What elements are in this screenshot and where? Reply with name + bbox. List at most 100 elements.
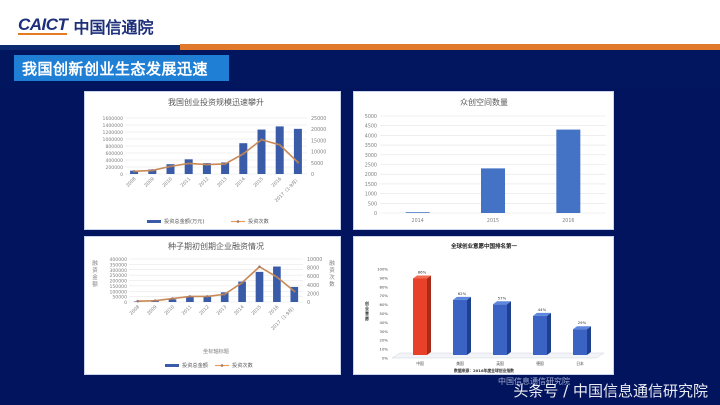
x-tick: 2008 xyxy=(125,176,138,189)
watermark: 头条号 / 中国信息通信研究院 xyxy=(513,382,708,400)
line-marker xyxy=(187,162,190,165)
x-tick: 2008 xyxy=(129,304,142,317)
line-series xyxy=(134,138,299,173)
y-tick: 40% xyxy=(380,320,389,325)
x-tick: 德国 xyxy=(536,361,544,366)
y-left-tick: 1200000 xyxy=(103,130,124,136)
bar xyxy=(166,164,175,174)
line-marker xyxy=(223,162,227,166)
bar-side xyxy=(507,301,511,355)
y-left-tick: 400000 xyxy=(105,158,123,164)
bar xyxy=(493,304,507,355)
line-marker xyxy=(293,289,296,293)
y-left-tick: 0 xyxy=(124,300,127,306)
line-marker xyxy=(188,295,192,298)
line-marker xyxy=(132,170,136,173)
value-label: 44% xyxy=(538,307,547,312)
y-tick: 70% xyxy=(380,293,389,298)
y-left-tick: 200000 xyxy=(109,279,127,285)
bar-side xyxy=(467,296,471,355)
bar xyxy=(220,292,229,302)
y-left-title: 额 xyxy=(92,280,98,288)
bar xyxy=(293,128,302,174)
y-tick: 10% xyxy=(380,347,389,352)
x-tick: 2013 xyxy=(216,304,229,317)
y-left-tick: 400000 xyxy=(109,257,127,263)
x-axis-title: 坐标轴标题 xyxy=(203,347,229,355)
line-marker xyxy=(223,292,226,296)
x-tick: 2014 xyxy=(234,176,247,189)
y-tick: 4000 xyxy=(365,133,377,139)
bar-top xyxy=(573,326,591,330)
y-left-tick: 0 xyxy=(120,172,123,178)
y-tick: 2500 xyxy=(365,163,377,169)
bar-top xyxy=(453,296,471,300)
x-tick: 2016 xyxy=(268,304,281,317)
x-tick: 日本 xyxy=(576,361,584,366)
y-axis-title: 业 xyxy=(365,305,369,311)
value-label: 57% xyxy=(498,295,507,300)
bar-side xyxy=(547,312,551,355)
y-left-tick: 150000 xyxy=(109,284,127,290)
line-marker xyxy=(151,169,154,172)
bar xyxy=(168,299,177,302)
line-marker xyxy=(169,165,172,168)
y-right-tick: 8000 xyxy=(307,266,319,272)
y-right-title: 数 xyxy=(329,280,335,288)
bar xyxy=(405,212,430,213)
y-right-tick: 25000 xyxy=(311,116,326,122)
y-tick: 1500 xyxy=(365,182,377,188)
line-marker xyxy=(278,143,281,147)
legend-label: 投资总金额 xyxy=(182,361,209,369)
legend-label: 投资总金额(万元) xyxy=(164,217,204,225)
x-tick: 2015 xyxy=(252,176,265,189)
bar xyxy=(453,299,467,355)
x-tick: 2010 xyxy=(163,304,176,317)
bar-top xyxy=(533,312,551,316)
bar-side xyxy=(587,326,591,355)
bar xyxy=(255,271,264,302)
y-left-tick: 600000 xyxy=(105,151,123,157)
chart-seed-financing: 种子期初创期企业融资情况0500001000001500002000002500… xyxy=(92,241,335,369)
line-marker xyxy=(206,295,209,298)
bar xyxy=(238,281,246,302)
chart-title: 全球创业意愿中国排名第一 xyxy=(450,242,518,250)
header-divider-orange xyxy=(180,44,720,50)
bar xyxy=(290,286,299,302)
chart-vc-investment: 我国创业投资规模迅速攀升0200000400000600000800000100… xyxy=(103,97,327,225)
x-tick: 2016 xyxy=(562,218,574,224)
logo-english: CAICT xyxy=(18,15,68,35)
y-left-tick: 1400000 xyxy=(103,123,124,129)
bar xyxy=(257,129,266,174)
bar xyxy=(275,126,284,174)
y-right-tick: 0 xyxy=(307,300,310,306)
y-tick: 500 xyxy=(368,201,377,207)
bar xyxy=(203,296,212,302)
y-tick: 1000 xyxy=(365,192,377,198)
y-axis-title: 创 xyxy=(364,300,369,306)
chart-panel-vc-investment: 我国创业投资规模迅速攀升 0 200000 400000 600000 800000 100… xyxy=(84,91,341,230)
line-marker xyxy=(296,161,300,164)
x-tick: 2013 xyxy=(216,176,229,189)
chart-floor xyxy=(391,352,605,359)
x-tick: 2014 xyxy=(233,304,246,317)
line-marker xyxy=(275,275,279,279)
x-tick: 2012 xyxy=(198,176,211,189)
y-tick: 90% xyxy=(380,275,389,280)
y-right-tick: 20000 xyxy=(311,127,326,133)
y-right-title: 次 xyxy=(329,273,335,281)
y-left-tick: 100000 xyxy=(109,289,127,295)
y-tick: 0 xyxy=(374,211,377,217)
bar xyxy=(239,143,248,174)
x-tick: 2015 xyxy=(250,304,263,317)
x-tick: 2011 xyxy=(180,176,193,189)
header-divider-dark xyxy=(0,45,190,51)
line-series xyxy=(137,265,295,302)
logo-chinese: 中国信通院 xyxy=(73,18,154,37)
slide-title: 我国创新创业生态发展迅速 xyxy=(22,59,209,78)
line-marker xyxy=(136,299,139,303)
y-tick: 100% xyxy=(377,267,388,272)
watermark-small: 中国信息通信研究院 xyxy=(498,377,570,386)
bar xyxy=(556,129,581,213)
y-tick: 20% xyxy=(380,338,389,343)
